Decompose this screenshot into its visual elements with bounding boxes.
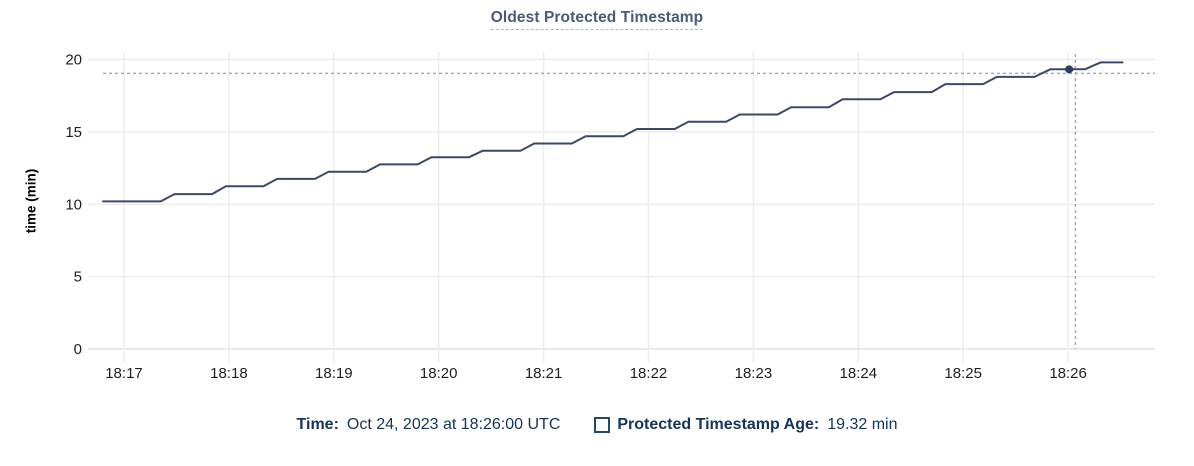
legend-series-label: Protected Timestamp Age: (617, 416, 820, 433)
y-tick-label: 0 (74, 341, 82, 358)
x-tick-label: 18:20 (420, 365, 458, 382)
x-tick-label: 18:25 (944, 365, 982, 382)
x-tick-label: 18:26 (1049, 365, 1087, 382)
hover-point-marker (1065, 65, 1074, 74)
x-tick-label: 18:18 (210, 365, 248, 382)
x-tick-label: 18:17 (105, 365, 143, 382)
x-tick-label: 18:22 (630, 365, 668, 382)
y-tick-label: 20 (65, 52, 82, 69)
chart-footer: Time: Oct 24, 2023 at 18:26:00 UTC Prote… (0, 416, 1194, 434)
footer-time-value: Oct 24, 2023 at 18:26:00 UTC (346, 416, 561, 433)
x-tick-label: 18:21 (525, 365, 563, 382)
legend-item-protected-timestamp-age[interactable]: Protected Timestamp Age: (594, 416, 827, 434)
footer-time-label: Time: (296, 416, 339, 433)
chart-title: Oldest Protected Timestamp (0, 9, 1194, 30)
legend-checkbox[interactable] (594, 417, 611, 433)
series-line (102, 61, 1124, 203)
y-tick-label: 15 (65, 124, 82, 141)
x-tick-label: 18:19 (315, 365, 353, 382)
x-tick-label: 18:24 (840, 365, 878, 382)
y-tick-label: 5 (74, 269, 82, 286)
x-tick-label: 18:23 (735, 365, 773, 382)
line-chart-plot-area[interactable]: 0 5 10 15 20 18:17 18:18 18:19 18:20 18:21 18:22 18… (0, 40, 1194, 400)
chart-title-text[interactable]: Oldest Protected Timestamp (490, 9, 704, 30)
legend-series-value: 19.32 min (827, 416, 898, 433)
y-tick-label: 10 (65, 196, 82, 213)
